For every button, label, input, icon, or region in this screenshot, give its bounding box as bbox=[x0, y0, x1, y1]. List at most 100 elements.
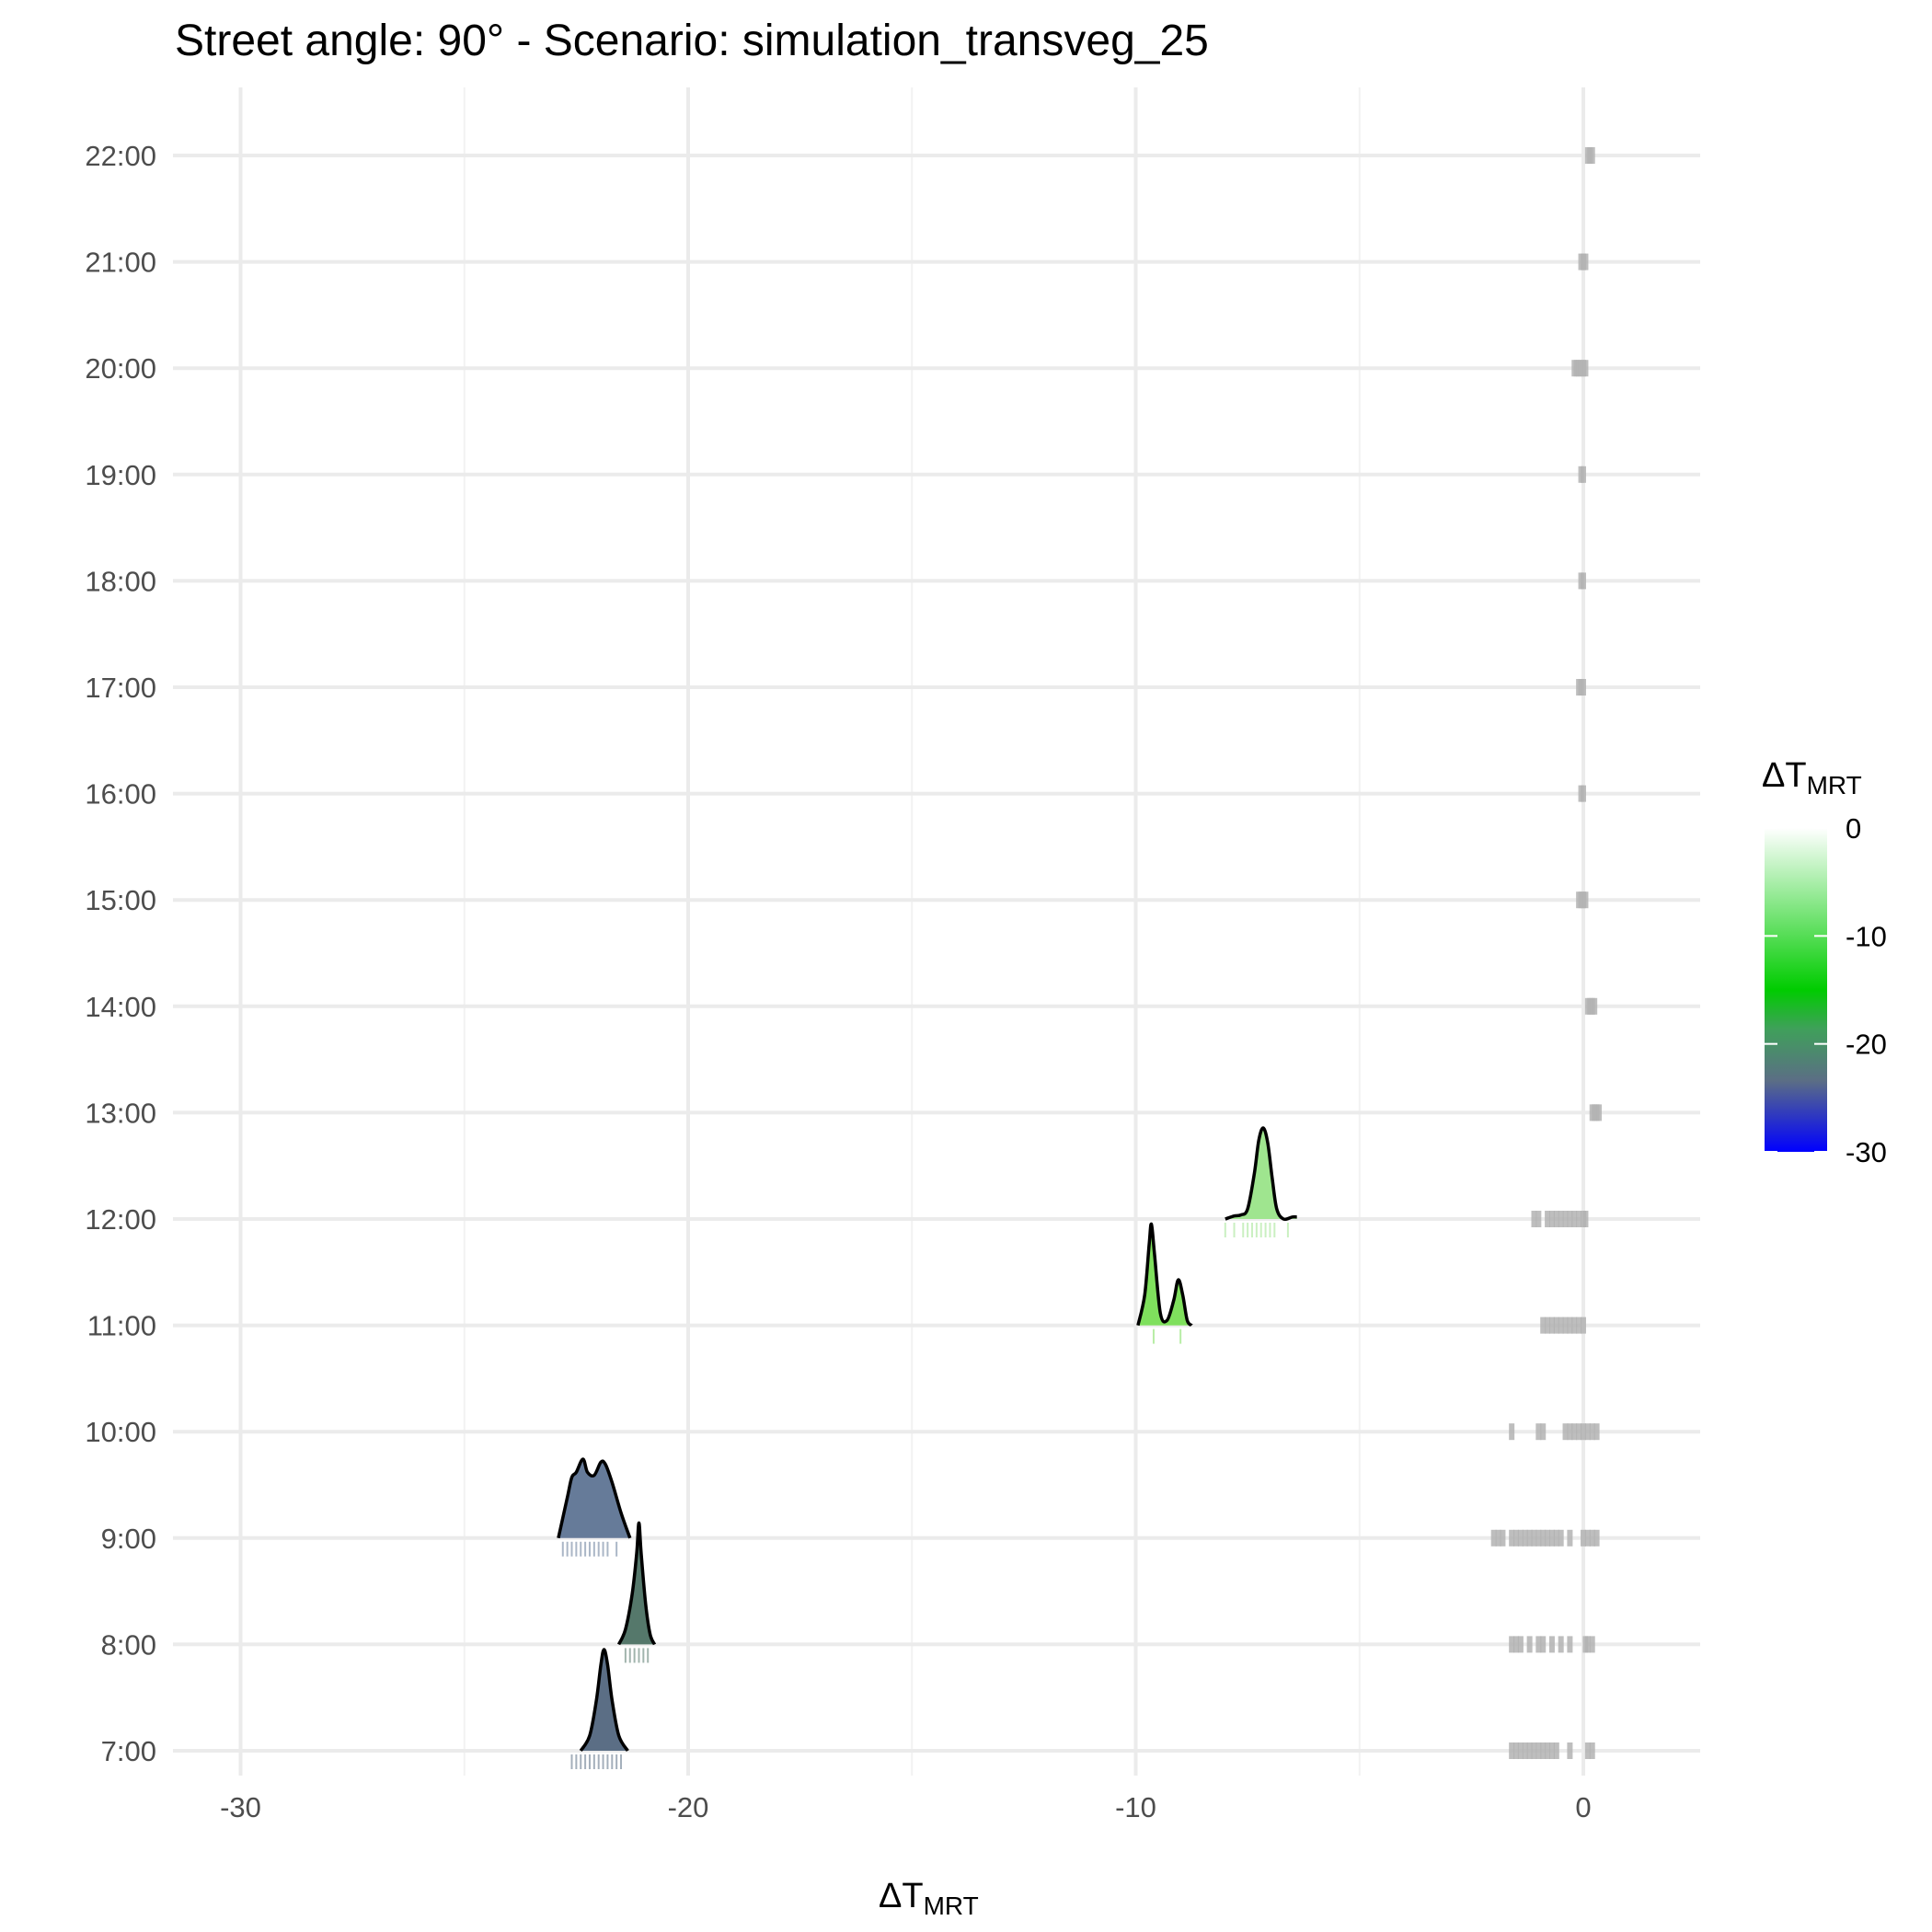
baseline-rug-tick bbox=[1581, 1423, 1586, 1441]
baseline-rug-tick bbox=[1531, 1742, 1537, 1759]
baseline-rugs bbox=[1490, 147, 1603, 1759]
baseline-rug-tick bbox=[1513, 1529, 1520, 1547]
ridge-fill bbox=[581, 1650, 628, 1751]
y-tick-label: 12:00 bbox=[85, 1203, 156, 1236]
baseline-rug-tick bbox=[1548, 1211, 1555, 1227]
baseline-rug-tick bbox=[1531, 1529, 1537, 1547]
baseline-rug-tick bbox=[1567, 1636, 1573, 1653]
baseline-rug-tick bbox=[1581, 785, 1586, 802]
baseline-rug-tick bbox=[1567, 1529, 1573, 1547]
baseline-rug-tick bbox=[1526, 1529, 1533, 1547]
baseline-rug-tick bbox=[1571, 1211, 1578, 1227]
y-tick-label: 21:00 bbox=[85, 247, 156, 279]
x-axis-title-main: ΔT bbox=[879, 1877, 924, 1915]
baseline-rug-tick bbox=[1545, 1529, 1551, 1547]
baseline-rug-tick bbox=[1500, 1529, 1506, 1547]
baseline-rug-tick bbox=[1545, 1317, 1551, 1334]
baseline-rug-tick bbox=[1526, 1742, 1533, 1759]
legend-ticks: 0 -10 -20 -30 bbox=[1765, 812, 1887, 1168]
y-tick-label: 11:00 bbox=[87, 1310, 156, 1342]
baseline-rug-tick bbox=[1540, 1742, 1547, 1759]
baseline-rug-tick bbox=[1558, 1529, 1564, 1547]
baseline-rug-tick bbox=[1589, 1742, 1595, 1759]
baseline-rug-tick bbox=[1558, 1317, 1564, 1334]
baseline-rug-tick bbox=[1553, 1211, 1559, 1227]
baseline-rug-tick bbox=[1545, 1742, 1551, 1759]
y-tick-label: 15:00 bbox=[85, 884, 156, 916]
baseline-rug-tick bbox=[1509, 1423, 1515, 1441]
ridge-fill bbox=[1225, 1127, 1297, 1220]
baseline-rug-tick bbox=[1567, 1423, 1573, 1441]
y-tick-label: 9:00 bbox=[101, 1523, 156, 1555]
baseline-rug-tick bbox=[1535, 1636, 1542, 1653]
x-tick-label: -10 bbox=[1115, 1791, 1156, 1823]
y-tick-label: 14:00 bbox=[85, 991, 156, 1023]
baseline-rug-tick bbox=[1535, 1423, 1542, 1441]
legend-colorbar bbox=[1765, 828, 1827, 1152]
y-tick-label: 16:00 bbox=[85, 778, 156, 811]
legend-tick-label: -20 bbox=[1846, 1029, 1887, 1061]
y-tick-label: 8:00 bbox=[101, 1628, 156, 1661]
baseline-rug-tick bbox=[1540, 1636, 1547, 1653]
baseline-rug-tick bbox=[1571, 1317, 1578, 1334]
y-tick-label: 17:00 bbox=[85, 672, 156, 704]
baseline-rug-tick bbox=[1584, 1423, 1591, 1441]
baseline-rug-tick bbox=[1558, 1636, 1564, 1653]
baseline-rug-tick bbox=[1592, 997, 1598, 1015]
baseline-rug-tick bbox=[1581, 466, 1586, 483]
x-axis-title-sub: MRT bbox=[924, 1892, 979, 1920]
baseline-rug-tick bbox=[1531, 1211, 1537, 1227]
baseline-rug-tick bbox=[1576, 1317, 1582, 1334]
baseline-rug-tick bbox=[1509, 1636, 1515, 1653]
y-tick-label: 7:00 bbox=[101, 1735, 156, 1767]
baseline-rug-tick bbox=[1548, 1317, 1555, 1334]
baseline-rug-tick bbox=[1490, 1529, 1497, 1547]
baseline-rug-tick bbox=[1517, 1742, 1524, 1759]
baseline-rug-tick bbox=[1526, 1636, 1533, 1653]
y-tick-label: 19:00 bbox=[85, 459, 156, 491]
baseline-rug-tick bbox=[1509, 1529, 1515, 1547]
legend-title: ΔTMRT bbox=[1762, 756, 1862, 799]
y-tick-label: 20:00 bbox=[85, 352, 156, 385]
ridges bbox=[557, 1126, 1297, 1769]
baseline-rug-tick bbox=[1509, 1742, 1515, 1759]
baseline-rug-tick bbox=[1567, 1742, 1573, 1759]
baseline-rug-tick bbox=[1517, 1636, 1524, 1653]
baseline-rug-tick bbox=[1582, 891, 1589, 909]
ridge-outline bbox=[616, 1521, 657, 1646]
baseline-rug-tick bbox=[1517, 1529, 1524, 1547]
baseline-rug-tick bbox=[1513, 1636, 1520, 1653]
ridge-fill bbox=[558, 1459, 630, 1538]
baseline-rug-tick bbox=[1545, 1211, 1551, 1227]
chart-title: Street angle: 90° - Scenario: simulation… bbox=[175, 17, 1209, 65]
ridge-outline bbox=[1136, 1222, 1193, 1328]
baseline-rug-tick bbox=[1589, 1529, 1595, 1547]
baseline-rug-tick bbox=[1584, 1529, 1591, 1547]
ridge-outline bbox=[579, 1648, 629, 1752]
baseline-rug-tick bbox=[1593, 1529, 1600, 1547]
ridge-fill bbox=[1137, 1224, 1192, 1326]
ridge-outline bbox=[557, 1457, 632, 1539]
baseline-rug-tick bbox=[1589, 1423, 1595, 1441]
baseline-rug-tick bbox=[1581, 1529, 1586, 1547]
baseline-rug-tick bbox=[1540, 1423, 1547, 1441]
x-tick-label: -20 bbox=[668, 1791, 709, 1823]
baseline-rug-tick bbox=[1535, 1211, 1542, 1227]
baseline-rug-tick bbox=[1567, 1317, 1573, 1334]
baseline-rug-tick bbox=[1548, 1742, 1555, 1759]
x-tick-label: 0 bbox=[1575, 1791, 1591, 1823]
baseline-rug-tick bbox=[1540, 1529, 1547, 1547]
baseline-rug-tick bbox=[1562, 1423, 1569, 1441]
baseline-rug-tick bbox=[1535, 1529, 1542, 1547]
y-tick-label: 18:00 bbox=[85, 565, 156, 597]
baseline-rug-tick bbox=[1576, 1423, 1582, 1441]
baseline-rug-tick bbox=[1562, 1317, 1569, 1334]
baseline-rug-tick bbox=[1584, 1742, 1591, 1759]
baseline-rug-tick bbox=[1567, 1211, 1573, 1227]
major-gridlines bbox=[173, 87, 1700, 1776]
baseline-rug-tick bbox=[1581, 679, 1586, 696]
baseline-rug-tick bbox=[1581, 1317, 1586, 1334]
y-tick-label: 22:00 bbox=[85, 140, 156, 172]
baseline-rug-tick bbox=[1582, 253, 1589, 270]
baseline-rug-tick bbox=[1562, 1211, 1569, 1227]
